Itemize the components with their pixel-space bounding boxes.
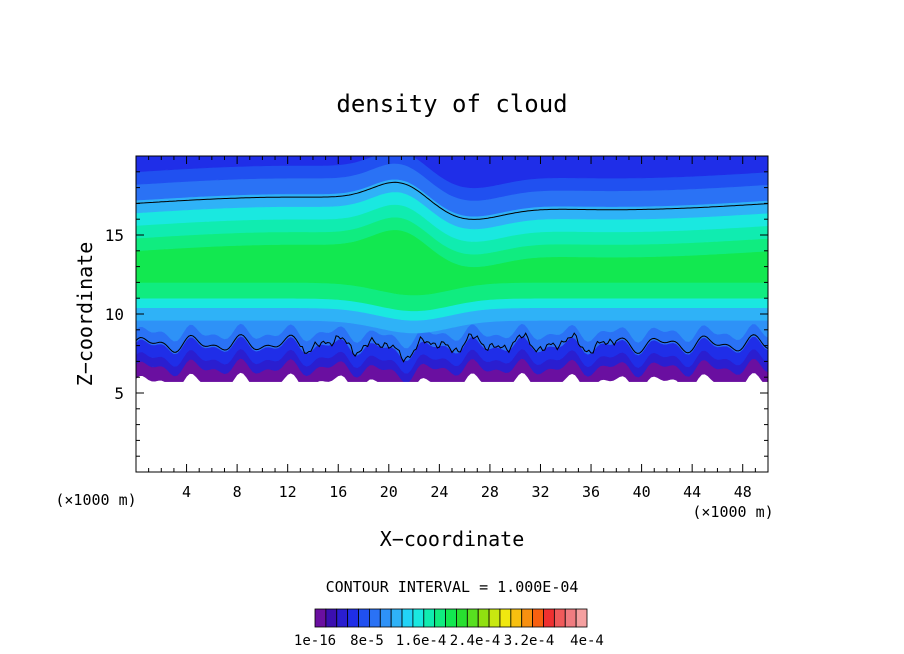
colorbar-swatch (477, 608, 490, 628)
colorbar-swatch (401, 608, 414, 628)
colorbar-swatch (368, 608, 381, 628)
colorbar-tick-label: 1e-16 (294, 633, 336, 649)
x-tick-label: 36 (582, 483, 600, 501)
colorbar-swatch (543, 608, 555, 628)
contour-line (136, 332, 768, 363)
colorbar-swatch (379, 608, 392, 628)
y-axis-label: Z−coordinate (73, 242, 97, 387)
colorbar-swatch (521, 608, 533, 628)
colorbar-swatch (532, 608, 544, 628)
x-tick-label: 28 (481, 483, 499, 501)
x-tick-label: 8 (233, 483, 242, 501)
clear-air-region (136, 381, 768, 472)
x-tick-label: 44 (683, 483, 701, 501)
colorbar-swatch (499, 608, 512, 628)
colorbar-swatch (325, 608, 338, 628)
x-tick-label: 4 (182, 483, 191, 501)
colorbar-swatch (575, 608, 588, 628)
colorbar-swatch (488, 608, 501, 628)
colorbar-tick-label: 8e-5 (350, 633, 384, 649)
colorbar-swatch (412, 608, 425, 628)
colorbar-swatch (390, 608, 403, 628)
colorbar-tick-label: 3.2e-4 (504, 633, 555, 649)
colorbar-swatch (445, 608, 457, 628)
density-bands (136, 156, 768, 472)
colorbar-swatch (423, 608, 436, 628)
x-tick-label: 48 (734, 483, 752, 501)
x-tick-label: 20 (380, 483, 398, 501)
density-field (136, 156, 768, 472)
y-tick-label: 15 (105, 226, 124, 245)
x-tick-label: 32 (531, 483, 549, 501)
x-tick-label: 16 (329, 483, 347, 501)
colorbar-swatch (336, 608, 349, 628)
colorbar-swatch (510, 608, 523, 628)
y-tick-label: 10 (105, 305, 124, 324)
x-tick-label: 12 (279, 483, 297, 501)
colorbar-tick-label: 2.4e-4 (450, 633, 501, 649)
colorbar-swatch (434, 608, 446, 628)
chart-title: density of cloud (336, 90, 567, 118)
contour-interval-label: CONTOUR INTERVAL = 1.000E-04 (326, 578, 579, 596)
colorbar-swatch (564, 608, 577, 628)
colorbar-swatch (553, 608, 566, 628)
contour-line (136, 181, 768, 220)
colorbar-tick-label: 4e-4 (570, 633, 604, 649)
colorbar-swatch (314, 608, 327, 628)
contour-lines (136, 181, 768, 363)
x-tick-label: 24 (430, 483, 448, 501)
x-unit-right: (×1000 m) (692, 503, 773, 521)
colorbar-tick-label: 1.6e-4 (396, 633, 447, 649)
density-band (136, 156, 768, 189)
x-unit-left: (×1000 m) (55, 491, 136, 509)
x-axis-label: X−coordinate (380, 527, 525, 551)
y-tick-label: 5 (114, 384, 124, 403)
colorbar-swatch (347, 608, 359, 628)
colorbar-swatch (466, 608, 479, 628)
x-tick-label: 40 (633, 483, 651, 501)
colorbar-swatch (456, 608, 468, 628)
colorbar-swatch (358, 608, 370, 628)
colorbar: 1e-16 8e-5 1.6e-4 2.4e-4 3.2e-4 4e-4 (294, 608, 604, 649)
